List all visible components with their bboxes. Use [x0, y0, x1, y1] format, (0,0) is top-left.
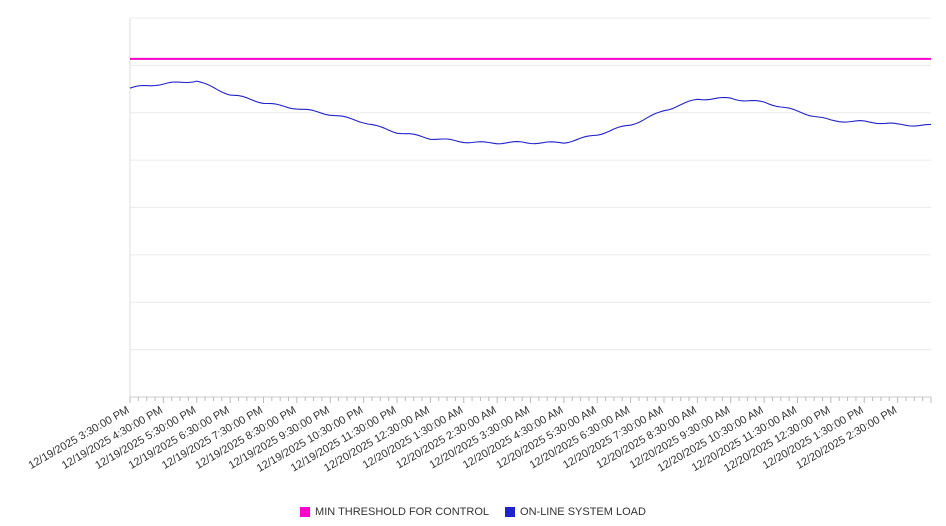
legend-item-min-threshold[interactable]: MIN THRESHOLD FOR CONTROL — [300, 506, 489, 518]
legend-item-online-system-load[interactable]: ON-LINE SYSTEM LOAD — [505, 506, 646, 518]
min-threshold-swatch-icon — [300, 507, 311, 517]
chart-legend: MIN THRESHOLD FOR CONTROL ON-LINE SYSTEM… — [0, 506, 946, 518]
legend-label-online-system-load: ON-LINE SYSTEM LOAD — [520, 506, 646, 518]
online-system-load-swatch-icon — [505, 507, 516, 517]
legend-label-min-threshold: MIN THRESHOLD FOR CONTROL — [315, 506, 490, 518]
